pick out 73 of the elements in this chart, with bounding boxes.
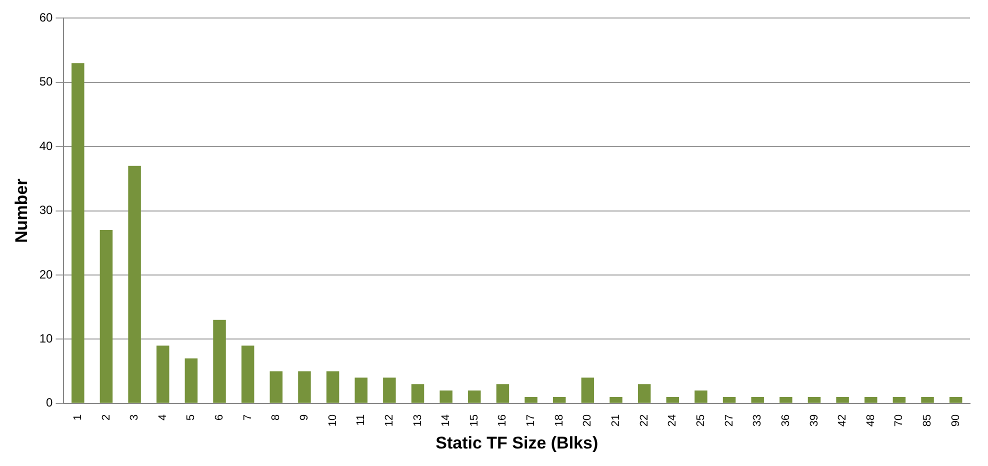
x-tick-label: 2	[100, 414, 112, 420]
x-tick-label: 16	[496, 414, 509, 427]
bar	[610, 396, 622, 403]
bar	[100, 230, 113, 403]
x-tick-label: 18	[553, 414, 566, 427]
x-tick-label: 70	[893, 414, 906, 427]
bar	[241, 346, 254, 403]
x-tick-label: 14	[440, 414, 452, 427]
x-tick-label: 22	[638, 414, 650, 427]
bar	[411, 384, 424, 403]
bar	[780, 396, 792, 403]
x-tick-label: 42	[836, 414, 849, 427]
x-tick-label: 48	[864, 414, 877, 427]
x-tick-label: 27	[723, 414, 736, 427]
bar	[524, 396, 538, 403]
x-tick-label: 85	[922, 414, 934, 427]
bar	[440, 390, 452, 403]
x-tick-label: 1	[72, 414, 84, 420]
x-tick-label: 25	[694, 414, 707, 427]
x-tick-label: 20	[582, 414, 594, 427]
bar	[694, 390, 708, 403]
x-tick-label: 8	[270, 414, 282, 420]
y-tick-label: 0	[46, 396, 54, 410]
x-tick-label: 15	[468, 414, 480, 427]
y-tick-label: 60	[39, 10, 54, 25]
x-tick-label: 33	[752, 414, 764, 427]
bar	[581, 378, 594, 403]
bar	[298, 371, 311, 403]
bar	[808, 396, 821, 403]
x-tick-label: 7	[242, 414, 254, 420]
x-axis-title: Static TF Size (Blks)	[436, 433, 598, 452]
bar	[156, 346, 170, 403]
x-tick-label: 24	[666, 414, 679, 427]
bar	[836, 396, 849, 403]
x-tick-label: 3	[128, 414, 141, 420]
x-tick-label: 17	[525, 414, 538, 427]
bar	[184, 358, 198, 403]
y-axis-title: Number	[12, 178, 31, 243]
x-tick-label: 10	[326, 414, 339, 427]
bar	[326, 371, 340, 403]
bar	[213, 320, 226, 403]
bar	[751, 396, 764, 403]
bar	[128, 166, 141, 403]
bar	[921, 396, 934, 403]
x-tick-label: 90	[950, 414, 962, 427]
y-tick-label: 20	[39, 267, 54, 282]
bar	[468, 390, 481, 403]
y-tick-label: 10	[39, 331, 54, 346]
bar	[666, 396, 680, 403]
x-tick-label: 36	[780, 414, 792, 427]
y-tick-label: 40	[39, 138, 54, 153]
bar	[949, 396, 962, 403]
bar	[552, 396, 566, 403]
x-tick-label: 13	[412, 414, 424, 427]
x-tick-label: 6	[214, 414, 226, 420]
x-tick-label: 9	[298, 414, 310, 420]
bar	[72, 63, 84, 403]
x-tick-label: 11	[355, 414, 368, 426]
x-tick-label: 5	[185, 414, 198, 420]
bar	[864, 396, 878, 403]
bar	[354, 378, 368, 403]
bar	[383, 378, 396, 403]
y-tick-label: 30	[39, 203, 54, 218]
bar	[496, 384, 510, 403]
x-tick-label: 12	[383, 414, 396, 427]
bar	[722, 396, 736, 403]
x-tick-label: 39	[808, 414, 820, 427]
bar	[270, 371, 283, 403]
bar	[638, 384, 651, 403]
y-tick-label: 50	[39, 74, 54, 89]
x-tick-label: 21	[610, 414, 622, 427]
x-tick-label: 4	[156, 414, 169, 420]
bar	[892, 396, 906, 403]
